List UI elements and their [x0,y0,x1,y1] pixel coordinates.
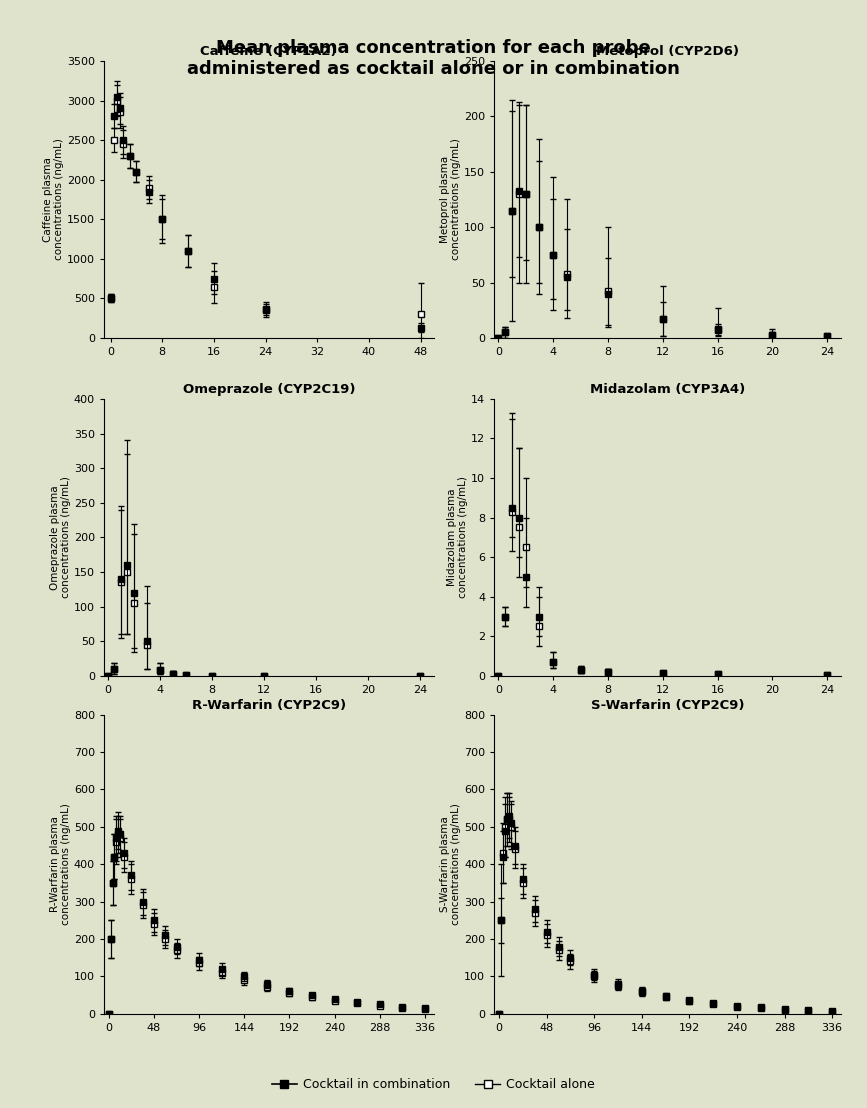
Y-axis label: Caffeine plasma
concentrations (ng/mL): Caffeine plasma concentrations (ng/mL) [42,138,64,260]
Legend: Cocktail in combination, Cocktail alone: Cocktail in combination, Cocktail alone [267,1074,600,1096]
Y-axis label: Omeprazole plasma
concentrations (ng/mL): Omeprazole plasma concentrations (ng/mL) [49,476,71,598]
Y-axis label: Midazolam plasma
concentrations (ng/mL): Midazolam plasma concentrations (ng/mL) [447,476,468,598]
Y-axis label: Metoprol plasma
concentrations (ng/mL): Metoprol plasma concentrations (ng/mL) [440,138,461,260]
Title: Midazolam (CYP3A4): Midazolam (CYP3A4) [590,383,746,397]
Title: Omeprazole (CYP2C19): Omeprazole (CYP2C19) [183,383,355,397]
Title: R-Warfarin (CYP2C9): R-Warfarin (CYP2C9) [192,699,346,712]
Title: Caffeine (CYP1A2): Caffeine (CYP1A2) [200,45,337,59]
Title: S-Warfarin (CYP2C9): S-Warfarin (CYP2C9) [590,699,745,712]
Y-axis label: R-Warfarin plasma
concentrations (ng/mL): R-Warfarin plasma concentrations (ng/mL) [49,803,71,925]
Y-axis label: S-Warfarin plasma
concentrations (ng/mL): S-Warfarin plasma concentrations (ng/mL) [440,803,461,925]
Title: Metoprol (CYP2D6): Metoprol (CYP2D6) [596,45,739,59]
Text: Mean plasma concentration for each probe
administered as cocktail alone or in co: Mean plasma concentration for each probe… [187,39,680,78]
